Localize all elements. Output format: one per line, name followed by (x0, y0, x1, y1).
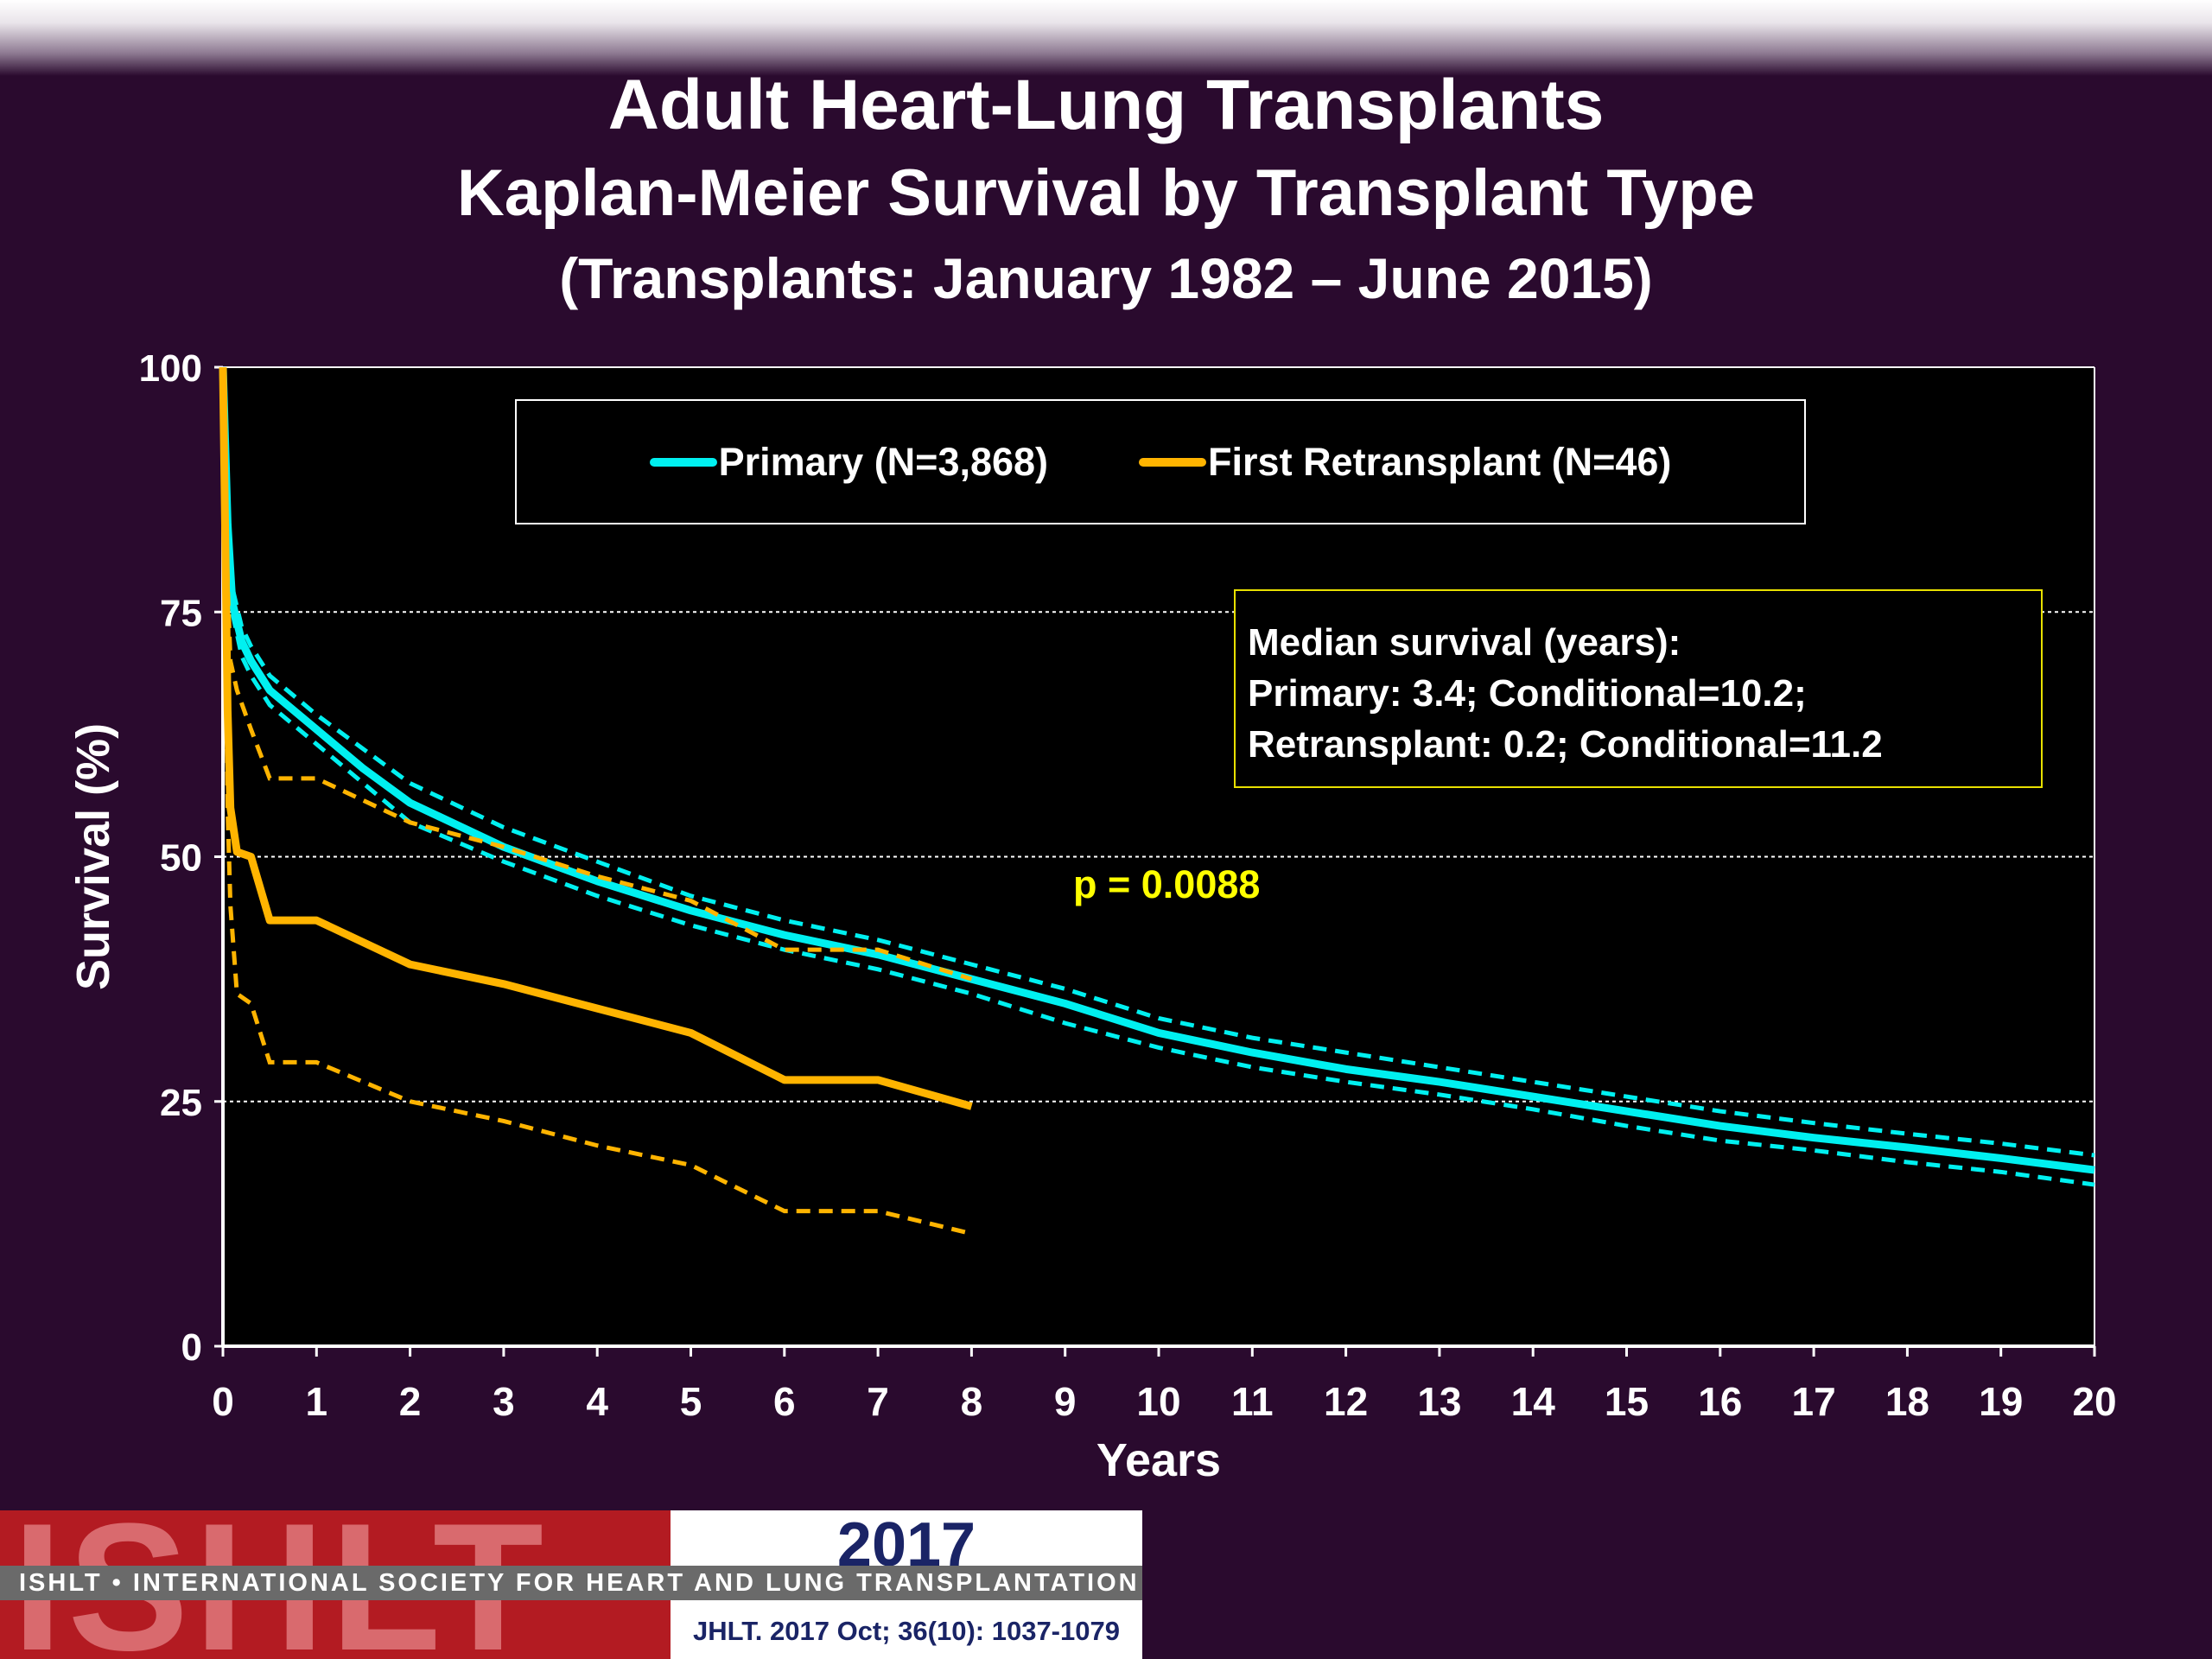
x-tick-label: 1 (306, 1379, 328, 1424)
x-tick-label: 20 (2072, 1379, 2116, 1424)
x-tick-label: 12 (1324, 1379, 1368, 1424)
x-tick-label: 10 (1136, 1379, 1180, 1424)
x-tick-label: 18 (1885, 1379, 1929, 1424)
x-tick-label: 7 (867, 1379, 889, 1424)
footer-citation: JHLT. 2017 Oct; 36(10): 1037-1079 (693, 1616, 1120, 1646)
society-name-band: ISHLT • INTERNATIONAL SOCIETY FOR HEART … (0, 1566, 1142, 1600)
chart-subtitle: Kaplan-Meier Survival by Transplant Type (456, 156, 1756, 230)
y-axis-label: Survival (%) (67, 723, 119, 990)
primary-ci-lower-line (220, 366, 2095, 1187)
x-tick-label: 6 (773, 1379, 796, 1424)
median-primary: Primary: 3.4; Conditional=10.2; (1248, 672, 1807, 715)
x-axis-label: Years (1096, 1434, 1221, 1486)
median-retransplant: Retransplant: 0.2; Conditional=11.2 (1248, 723, 1883, 766)
p-value-annotation: p = 0.0088 (1073, 862, 1261, 906)
x-tick-label: 5 (680, 1379, 702, 1424)
legend-item-primary: Primary (N=3,868) (649, 439, 1049, 485)
x-tick-label: 14 (1511, 1379, 1556, 1424)
primary-survival-line (219, 366, 2095, 1174)
chart-date-range: (Transplants: January 1982 – June 2015) (559, 246, 1653, 310)
legend-swatch-primary (649, 457, 717, 467)
top-gradient-band (0, 0, 2212, 76)
y-tick-label: 25 (160, 1082, 202, 1124)
retransplant-survival-line (219, 366, 973, 1110)
y-tick-label: 100 (139, 347, 202, 390)
x-tick-label: 16 (1698, 1379, 1742, 1424)
x-tick-label: 15 (1605, 1379, 1649, 1424)
slide-title-block: Adult Heart-Lung Transplants Kaplan-Meie… (0, 60, 2212, 320)
y-tick-label: 50 (160, 837, 202, 880)
x-tick-label: 8 (961, 1379, 983, 1424)
retransplant-ci-upper-line (220, 366, 973, 982)
chart-title: Adult Heart-Lung Transplants (607, 66, 1605, 144)
x-tick-label: 0 (212, 1379, 234, 1424)
x-tick-label: 2 (399, 1379, 422, 1424)
legend-swatch-retransplant (1139, 457, 1207, 467)
legend: Primary (N=3,868) First Retransplant (N=… (515, 399, 1806, 524)
x-tick-label: 9 (1054, 1379, 1077, 1424)
median-survival-box: Median survival (years): Primary: 3.4; C… (1234, 589, 2043, 788)
x-tick-label: 17 (1792, 1379, 1836, 1424)
x-tick-label: 3 (493, 1379, 515, 1424)
x-tick-label: 19 (1979, 1379, 2023, 1424)
legend-label-retransplant: First Retransplant (N=46) (1208, 439, 1672, 484)
legend-label-primary: Primary (N=3,868) (718, 439, 1049, 484)
median-title: Median survival (years): (1248, 621, 1681, 664)
x-tick-label: 13 (1417, 1379, 1461, 1424)
y-tick-label: 0 (181, 1326, 202, 1369)
legend-item-retransplant: First Retransplant (N=46) (1139, 440, 1671, 485)
y-tick-label: 75 (160, 592, 202, 634)
x-tick-label: 11 (1231, 1379, 1274, 1424)
primary-ci-upper-line (220, 366, 2095, 1158)
x-tick-label: 4 (586, 1379, 608, 1424)
